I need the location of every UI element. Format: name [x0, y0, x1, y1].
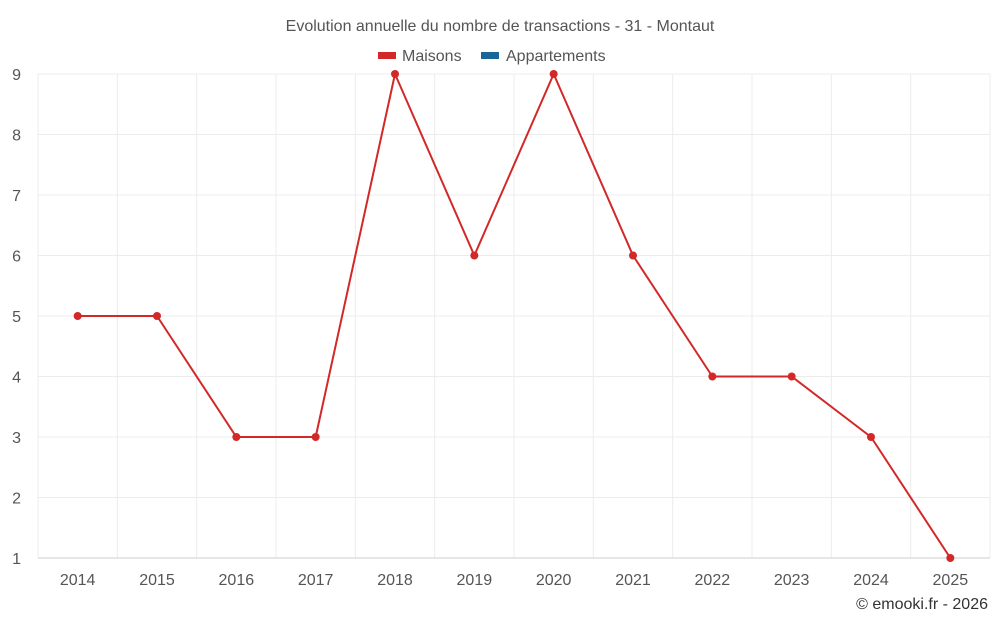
x-tick-label: 2019 — [457, 572, 493, 589]
data-point-maisons[interactable] — [549, 70, 558, 78]
legend-label-appartements: Appartements — [506, 48, 606, 65]
data-point-maisons[interactable] — [946, 554, 955, 562]
series-line-maisons — [77, 73, 952, 559]
data-point-maisons[interactable] — [787, 372, 796, 381]
legend-label-maisons: Maisons — [402, 48, 462, 65]
x-tick-label: 2020 — [536, 572, 572, 589]
x-tick-label: 2015 — [139, 572, 175, 589]
legend-swatch-maisons — [378, 52, 396, 59]
legend: Maisons Appartements — [378, 48, 606, 65]
y-tick-label: 9 — [12, 67, 21, 84]
x-axis-ticks: 2014 2015 2016 2017 2018 2019 2020 2021 2022 2023… — [60, 572, 968, 589]
y-axis-ticks: 1 2 3 4 5 6 7 8 9 — [12, 67, 21, 568]
x-tick-label: 2023 — [774, 572, 810, 589]
legend-item-maisons[interactable]: Maisons — [378, 48, 462, 65]
x-tick-label: 2014 — [60, 572, 96, 589]
legend-swatch-appartements — [481, 52, 499, 59]
data-point-maisons[interactable] — [867, 433, 875, 441]
data-point-maisons[interactable] — [391, 70, 399, 78]
y-tick-label: 3 — [12, 430, 21, 447]
x-tick-label: 2025 — [933, 572, 969, 589]
x-tick-label: 2017 — [298, 572, 334, 589]
y-tick-label: 2 — [12, 491, 21, 508]
y-tick-label: 5 — [12, 309, 21, 326]
data-point-maisons[interactable] — [708, 372, 717, 381]
x-tick-label: 2016 — [219, 572, 255, 589]
x-tick-label: 2021 — [615, 572, 651, 589]
y-tick-label: 4 — [12, 370, 21, 387]
y-tick-label: 1 — [12, 551, 21, 568]
y-tick-label: 6 — [12, 249, 21, 266]
chart-title: Evolution annuelle du nombre de transact… — [286, 18, 715, 35]
data-point-maisons[interactable] — [153, 312, 161, 320]
data-point-maisons[interactable] — [311, 433, 320, 441]
y-tick-label: 8 — [12, 128, 21, 145]
data-point-maisons[interactable] — [73, 312, 82, 320]
data-point-maisons[interactable] — [470, 251, 479, 260]
data-point-maisons[interactable] — [232, 433, 241, 441]
y-gridlines — [38, 73, 990, 498]
x-tick-label: 2022 — [695, 572, 731, 589]
data-point-maisons[interactable] — [629, 251, 637, 260]
legend-item-appartements[interactable]: Appartements — [481, 48, 606, 65]
credit-text: © emooki.fr - 2026 — [856, 596, 988, 613]
x-tick-label: 2024 — [853, 572, 889, 589]
series-maisons — [73, 70, 955, 562]
y-tick-label: 7 — [12, 188, 21, 205]
x-tick-label: 2018 — [377, 572, 413, 589]
